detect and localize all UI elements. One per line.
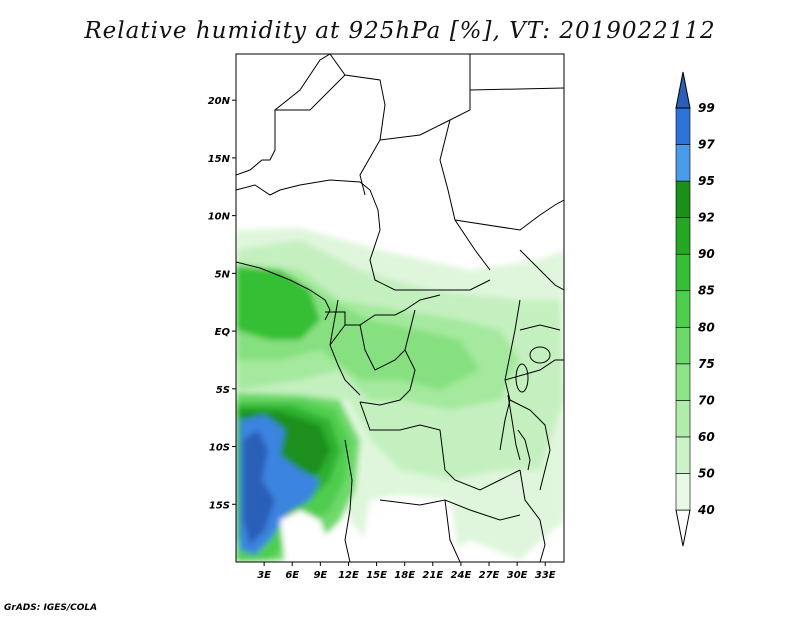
lon-tick-label: 21E — [422, 570, 443, 581]
latitude-axis: 20N 15N 10N 5N EQ 5S 10S 15S — [208, 96, 236, 511]
colorbar-label: 99 — [698, 101, 715, 115]
colorbar-segment — [675, 107, 691, 145]
colorbar-label: 70 — [698, 393, 715, 407]
country-boundaries — [236, 54, 564, 562]
lat-tick-label: 5N — [215, 269, 231, 280]
colorbar-label: 92 — [698, 211, 715, 225]
lon-tick-label: 9E — [313, 570, 327, 581]
lon-tick-label: 15E — [366, 570, 387, 581]
colorbar-segment — [675, 144, 691, 182]
colorbar-label: 90 — [698, 247, 715, 261]
colorbar-segment — [675, 217, 691, 255]
lon-tick-label: 12E — [338, 570, 359, 581]
colorbar-segment — [675, 326, 691, 365]
colorbar: 40 50 60 70 75 80 85 90 92 95 97 99 — [675, 71, 715, 547]
humidity-field — [236, 228, 564, 562]
map-frame — [235, 53, 565, 563]
map-title: Relative humidity at 925hPa [%], VT: 201… — [84, 18, 716, 44]
lat-tick-label: 10S — [209, 443, 230, 454]
colorbar-segment — [675, 363, 691, 401]
rh-dry-zone-se — [360, 495, 460, 562]
colorbar-lower-triangle — [675, 509, 691, 547]
lon-tick-label: 33E — [535, 570, 556, 581]
lon-tick-label: 24E — [451, 570, 472, 581]
colorbar-label: 60 — [698, 430, 715, 444]
colorbar-segment — [675, 473, 691, 511]
lat-tick-label: 15S — [209, 500, 230, 511]
lon-tick-label: 18E — [394, 570, 415, 581]
colorbar-label: 50 — [698, 466, 715, 480]
colorbar-label: 75 — [698, 357, 715, 371]
lat-tick-label: 5S — [216, 385, 230, 396]
lon-tick-label: 6E — [285, 570, 299, 581]
colorbar-segment — [675, 290, 691, 328]
longitude-axis: 3E 6E 9E 12E 15E 18E 21E 24E 27E 30E 33E — [257, 562, 556, 581]
lat-tick-label: 15N — [208, 154, 231, 165]
colorbar-segment — [675, 180, 691, 218]
colorbar-segment — [675, 436, 691, 474]
lat-tick-label: 20N — [208, 96, 231, 107]
lat-tick-label: 10N — [208, 212, 231, 223]
colorbar-segment — [675, 253, 691, 292]
colorbar-upper-triangle — [675, 71, 691, 109]
lakes — [507, 346, 551, 471]
colorbar-label: 80 — [698, 320, 715, 334]
lon-tick-label: 30E — [507, 570, 528, 581]
colorbar-segment — [675, 400, 691, 438]
colorbar-label: 85 — [698, 284, 715, 298]
rh-zone-99-south — [243, 430, 275, 545]
colorbar-label: 95 — [698, 174, 715, 188]
lon-tick-label: 27E — [479, 570, 500, 581]
colorbar-label: 97 — [698, 138, 715, 152]
lon-tick-label: 3E — [257, 570, 271, 581]
footer-credit: GrADS: IGES/COLA — [4, 603, 98, 613]
colorbar-label: 40 — [697, 503, 715, 517]
rh-dry-zone — [280, 510, 335, 562]
lat-tick-label: EQ — [215, 327, 231, 338]
